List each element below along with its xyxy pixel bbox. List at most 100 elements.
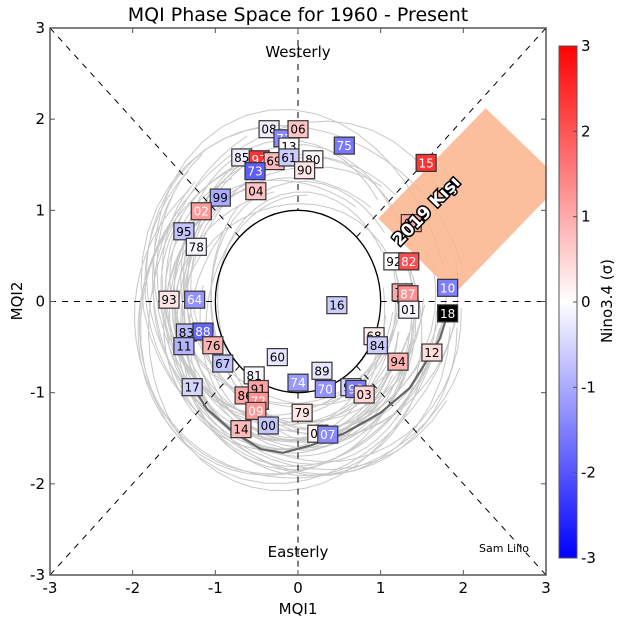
year-marker: 76 [202,336,224,355]
year-marker-box [421,343,443,362]
year-marker-label: 89 [314,364,329,378]
year-marker-box [244,162,266,181]
trajectory-line [161,180,417,449]
year-marker-label: 82 [401,255,416,269]
year-marker: 67 [212,354,234,373]
year-marker: 87 [397,285,419,304]
year-marker: 99 [209,188,231,207]
year-marker-box [245,182,267,201]
year-marker: 88 [192,322,214,341]
year-marker: 04 [245,182,267,201]
year-marker-label: 06 [290,123,305,137]
year-marker: 60 [266,348,288,367]
year-marker-label: 64 [187,293,202,307]
year-marker-label: 01 [401,303,416,317]
year-marker-box [158,290,180,309]
year-marker: 75 [333,136,355,155]
y-tick-label: -1 [30,384,45,402]
year-marker: 78 [185,237,207,256]
year-marker-box [366,336,388,355]
y-tick-label: -2 [30,475,45,493]
year-marker-box [326,296,348,315]
year-marker-label: 11 [176,340,191,354]
year-marker-label: 78 [189,240,204,254]
year-marker-box [173,222,195,241]
year-marker-label: 00 [261,419,276,433]
year-marker-box [190,202,212,221]
trajectory-line [174,237,442,441]
year-marker-label: 70 [318,383,333,397]
year-marker-label: 94 [390,355,405,369]
year-marker-label: 88 [195,325,210,339]
year-marker-box [245,401,267,420]
colorbar: 3 2 1 0 -1 -2 -3 Nino3.4 (σ) [558,37,616,567]
year-marker-box [317,425,339,444]
year-marker-box [294,161,316,180]
year-marker: 82 [398,252,420,271]
phase-guides [50,28,546,575]
year-marker-label: 03 [356,388,371,402]
year-marker-label: 08 [261,123,276,137]
year-marker-label: 99 [213,191,228,205]
year-marker: 83 [175,323,197,342]
year-marker-box [353,385,375,404]
year-marker: 15 [415,153,437,173]
trajectory-line [140,120,456,484]
year-marker-label: 73 [247,165,262,179]
x-tick-label: 2 [459,579,469,597]
year-marker-label: 81 [247,369,262,383]
year-marker-label: 67 [215,357,230,371]
x-tick-label: 0 [293,579,303,597]
year-marker-box [287,373,309,392]
year-marker-label: 85 [234,151,249,165]
year-marker-label: 84 [370,339,385,353]
year-marker: 89 [311,361,333,380]
y-tick-label: 2 [35,110,45,128]
westerly-label: Westerly [265,43,330,61]
year-marker-box [278,148,300,167]
year-marker-label: 69 [266,155,281,169]
year-marker-label: 15 [418,156,433,170]
year-marker-label: 09 [248,404,263,418]
colorbar-tick-label: -1 [581,378,596,396]
year-marker: 02 [190,202,212,221]
year-marker-label: 04 [248,185,263,199]
year-marker-box [291,403,313,422]
year-marker-label: 16 [329,299,344,313]
colorbar-tick-label: -3 [581,549,596,567]
colorbar-tick-label: 1 [581,208,591,226]
year-marker: 64 [184,290,206,309]
year-marker-label: 92 [386,255,401,269]
year-marker-label: 14 [233,423,248,437]
y-tick-label: 0 [35,293,45,311]
year-marker: 85 [231,148,253,167]
year-marker-label: 93 [161,293,176,307]
year-marker: 01 [398,300,420,319]
year-marker: 61 [278,148,300,167]
year-marker-box [212,354,234,373]
year-marker-label: 75 [337,139,352,153]
year-marker-label: 12 [424,346,439,360]
year-marker-box [209,188,231,207]
colorbar-ticks: 3 2 1 0 -1 -2 -3 [573,37,596,567]
year-marker: 63 [400,213,422,233]
unit-circle [214,209,382,394]
year-marker: 95 [173,222,195,241]
trajectory-line [217,191,399,431]
trajectory-line [152,200,459,443]
trajectory-line [138,221,430,475]
year-marker-label: 90 [297,164,312,178]
year-markers: 0871061375859769618090731504990295786392… [158,120,459,444]
year-marker: 84 [366,336,388,355]
year-marker-label: 10 [440,281,455,295]
year-marker: 14 [230,420,252,439]
year-marker: 18 [437,304,459,323]
year-marker-label: 95 [176,225,191,239]
highlight-region [378,108,546,295]
year-marker-label: 63 [404,217,419,231]
trajectory-line [134,189,461,479]
year-marker-label: 60 [270,351,285,365]
year-marker-label: 74 [290,376,305,390]
year-marker: 73 [244,162,266,181]
year-marker-box [398,300,420,319]
